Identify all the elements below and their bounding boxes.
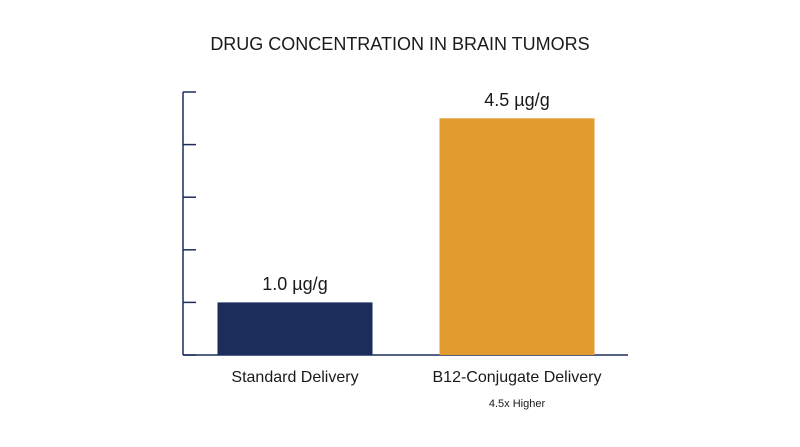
value-label: 1.0 µg/g [262,274,327,294]
x-tick-label: Standard Delivery [231,369,358,386]
chart-title: DRUG CONCENTRATION IN BRAIN TUMORS [210,34,589,54]
x-tick-label: B12-Conjugate Delivery [433,369,602,386]
bar [217,302,373,355]
annotation: 4.5x Higher [489,398,546,410]
value-label: 4.5 µg/g [484,90,549,110]
bar [439,118,595,355]
